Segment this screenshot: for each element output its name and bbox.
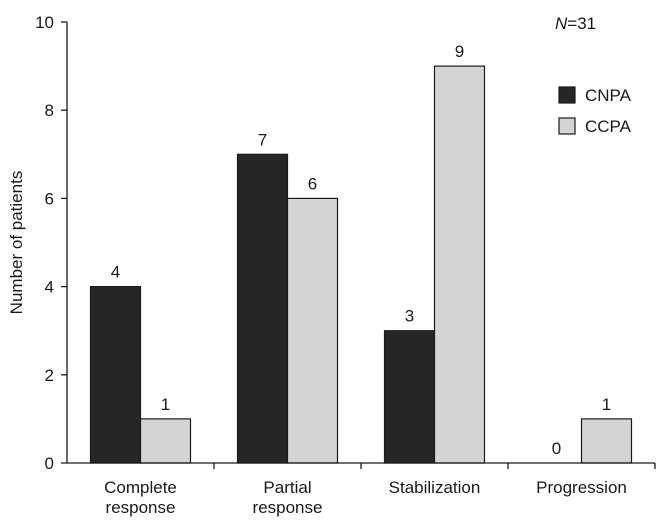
legend-swatch-ccpa <box>558 117 576 135</box>
data-label: 3 <box>405 307 414 326</box>
x-category-label: Progression <box>536 478 627 497</box>
data-label: 0 <box>552 439 561 458</box>
data-label: 1 <box>161 395 170 414</box>
x-category-label: Complete <box>104 478 177 497</box>
bar-ccpa <box>139 418 192 464</box>
data-label: 1 <box>602 395 611 414</box>
sample-size-annotation: N=31 <box>555 14 596 33</box>
bar-cnpa <box>383 330 436 464</box>
y-axis-title: Number of patients <box>7 171 26 315</box>
sample-size-value: =31 <box>567 14 596 33</box>
y-tick-label: 0 <box>45 454 54 473</box>
bar-ccpa <box>433 65 486 464</box>
y-tick-label: 2 <box>45 366 54 385</box>
data-label: 7 <box>258 130 267 149</box>
data-label: 4 <box>111 263 120 282</box>
bar-ccpa <box>580 418 633 464</box>
bar-ccpa <box>286 197 339 464</box>
sample-size-symbol: N <box>555 14 568 33</box>
y-tick-label: 4 <box>45 278 54 297</box>
x-category-label: response <box>253 498 323 517</box>
x-category-label: response <box>106 498 176 517</box>
y-tick-label: 10 <box>35 13 54 32</box>
data-label: 6 <box>308 174 317 193</box>
data-label: 9 <box>455 42 464 61</box>
legend-label-cnpa: CNPA <box>585 86 632 105</box>
bar-cnpa <box>89 286 142 464</box>
x-category-label: Partial <box>263 478 311 497</box>
y-tick-label: 8 <box>45 101 54 120</box>
y-tick-label: 6 <box>45 189 54 208</box>
legend-swatch-cnpa <box>558 86 576 104</box>
legend-label-ccpa: CCPA <box>585 117 632 136</box>
bar-cnpa <box>236 153 289 464</box>
x-category-label: Stabilization <box>389 478 481 497</box>
